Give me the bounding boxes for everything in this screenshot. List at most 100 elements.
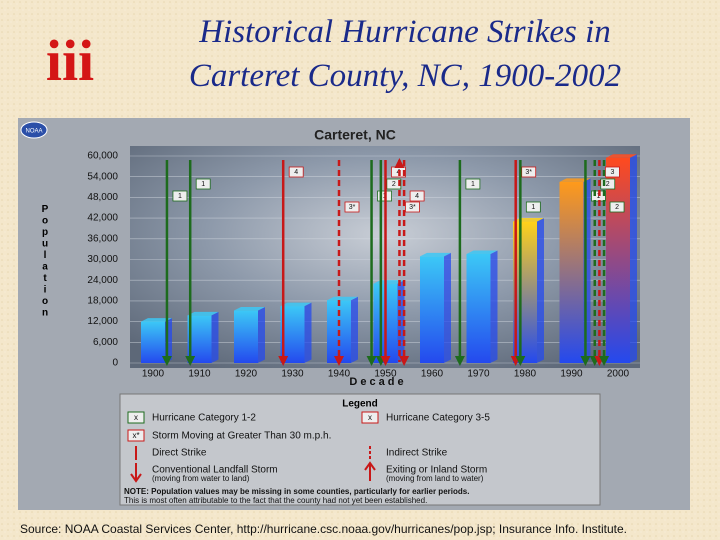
- legend-text: Storm Moving at Greater Than 30 m.p.h.: [152, 431, 331, 442]
- bar-top: [420, 252, 451, 257]
- legend-box: [127, 411, 145, 424]
- bar-top: [187, 311, 219, 316]
- y-tick-label: 24,000: [87, 275, 118, 286]
- y-tick-label: 0: [112, 358, 118, 369]
- strike-box: [405, 201, 420, 213]
- bar: [606, 157, 630, 363]
- badge-text: NOAA: [25, 129, 42, 135]
- strike-box: [172, 190, 188, 202]
- y-tick-label: 18,000: [87, 296, 118, 307]
- strike-label: 2: [615, 204, 619, 211]
- x-tick-label: 1980: [514, 369, 537, 380]
- bar-side: [351, 296, 358, 363]
- legend-arrow: [364, 461, 376, 481]
- strike-arrow: [580, 356, 591, 366]
- bar-side: [304, 302, 312, 363]
- strike-arrow: [334, 356, 344, 366]
- x-tick-label: 1920: [235, 369, 258, 380]
- legend-box: [127, 429, 145, 442]
- y-tick-label: 42,000: [87, 213, 118, 224]
- strike-label: 1: [178, 193, 182, 200]
- strike-box: [195, 178, 211, 190]
- x-tick-label: 1940: [328, 369, 351, 380]
- legend-box-text: x: [134, 413, 138, 422]
- strike-box: [386, 178, 402, 190]
- strike-arrow: [278, 356, 289, 366]
- bar-side: [444, 252, 451, 363]
- strike-box: [465, 178, 481, 190]
- strike-box: [525, 201, 541, 213]
- bar: [141, 321, 165, 363]
- slide-title: Carteret County, NC, 1900-2002: [189, 58, 621, 94]
- x-tick-label: 1930: [281, 369, 304, 380]
- bar: [280, 306, 305, 363]
- strike-label: 1: [531, 204, 535, 211]
- legend-text: Direct Strike: [152, 448, 207, 459]
- legend-text: Hurricane Category 1-2: [152, 413, 256, 424]
- legend-box: [361, 411, 379, 424]
- bar-top: [234, 307, 265, 311]
- bar: [234, 310, 258, 363]
- strike-arrow: [599, 356, 610, 366]
- bar: [466, 253, 491, 363]
- legend: [119, 393, 601, 506]
- bar-side: [258, 307, 265, 363]
- bar: [513, 221, 537, 363]
- x-tick-label: 1910: [188, 369, 211, 380]
- y-tick-label: 12,000: [87, 316, 118, 327]
- bar: [559, 181, 584, 363]
- strike-label: 3*: [409, 204, 416, 211]
- legend-arrow: [130, 463, 142, 483]
- bar-top: [559, 178, 591, 182]
- y-tick-label: 60,000: [87, 151, 118, 162]
- source: Source: NOAA Coastal Services Center, ht…: [20, 522, 627, 536]
- strike-box: [600, 178, 616, 190]
- slide-title: Historical Hurricane Strikes in: [198, 14, 611, 50]
- strike-arrow: [515, 356, 526, 366]
- legend-text: (moving from water to land): [152, 474, 250, 483]
- strike-box: [409, 190, 425, 202]
- strike-label: 3*: [525, 169, 532, 176]
- bar-side: [211, 311, 219, 363]
- x-tick-label: 1970: [467, 369, 490, 380]
- x-tick-label: 1900: [142, 369, 165, 380]
- badge: [20, 121, 48, 139]
- bar-side: [490, 250, 498, 363]
- strike-label: 4: [294, 169, 298, 176]
- y-tick-label: 6,000: [93, 337, 118, 348]
- strike-arrow: [366, 356, 377, 366]
- legend-text: (moving from land to water): [386, 474, 484, 483]
- strike-label: 4: [415, 193, 419, 200]
- y-tick-label: 36,000: [87, 233, 118, 244]
- strike-arrow: [399, 356, 410, 366]
- strike-arrow: [161, 356, 172, 366]
- strike-label: 1: [596, 193, 600, 200]
- bar-top: [606, 154, 637, 158]
- note: NOTE: Population values may be missing i…: [124, 487, 469, 496]
- strike-arrow: [454, 356, 465, 366]
- bar-top: [327, 296, 358, 301]
- strike-box: [609, 201, 625, 213]
- bar: [187, 315, 212, 363]
- bar-side: [537, 218, 544, 363]
- note: This is most often attributable to the f…: [124, 496, 427, 505]
- strike-label: 1: [201, 181, 205, 188]
- strike-box: [344, 201, 360, 213]
- x-tick-label: 1950: [374, 369, 397, 380]
- legend-text: Hurricane Category 3-5: [386, 413, 490, 424]
- legend-text: Exiting or Inland Storm: [386, 465, 487, 476]
- bar-top: [466, 250, 498, 254]
- y-tick-label: 30,000: [87, 254, 118, 265]
- x-tick-label: 1960: [421, 369, 444, 380]
- legend-text: Indirect Strike: [386, 448, 448, 459]
- strike-box: [605, 166, 620, 178]
- x-tick-label: 1990: [560, 369, 583, 380]
- strike-arrow: [380, 356, 391, 366]
- logo: iii: [46, 28, 94, 93]
- bar: [420, 256, 444, 363]
- strike-arrow: [394, 158, 405, 168]
- legend-text: Conventional Landfall Storm: [152, 465, 278, 476]
- bar-top: [141, 318, 172, 322]
